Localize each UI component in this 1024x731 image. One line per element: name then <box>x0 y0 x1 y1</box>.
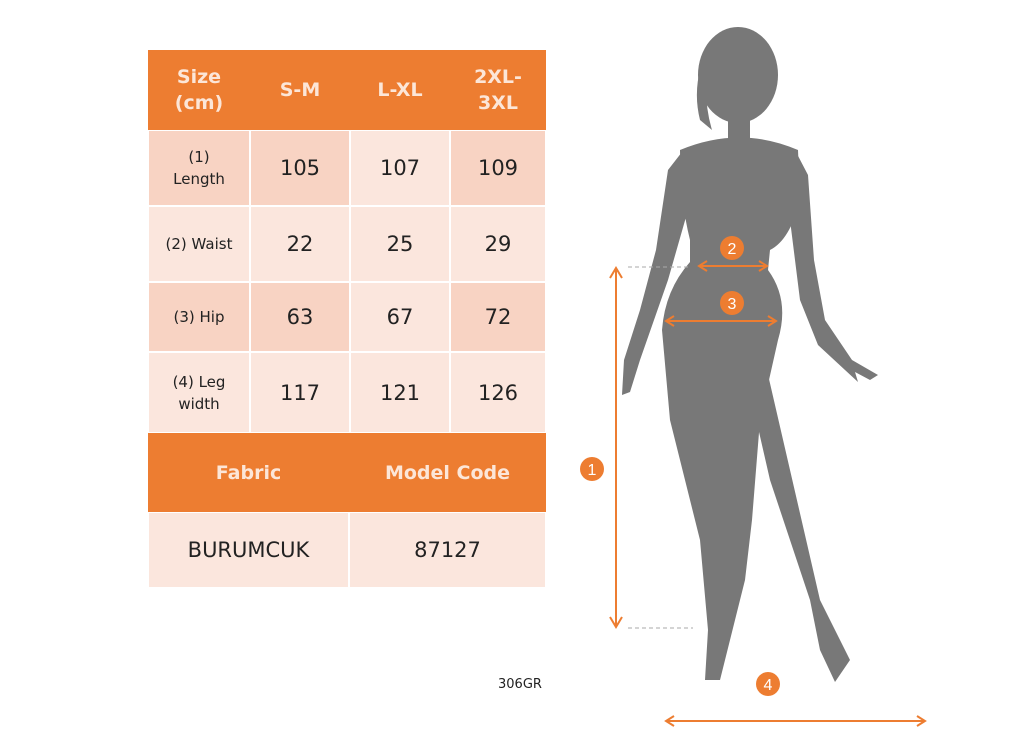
product-code: 306GR <box>498 677 542 692</box>
fabric-value: BURUMCUK <box>148 512 349 588</box>
value-cell-text: 126 <box>477 380 519 405</box>
row-label-text: (3) Hip <box>173 308 225 326</box>
row-label: (1) Length <box>148 130 250 206</box>
row-label: (3) Hip <box>148 282 250 352</box>
value-cell: 22 <box>250 206 350 282</box>
marker-3: 3 <box>728 296 737 313</box>
value-cell-text: 109 <box>477 156 519 180</box>
size-table: Size (cm) S-M L-XL 2XL- 3XL (1) Length 105 107… <box>148 50 546 588</box>
value-cell-text: 25 <box>386 232 414 256</box>
value-cell-text: 107 <box>379 156 421 180</box>
value-cell-text: 121 <box>379 380 421 405</box>
value-cell-text: 117 <box>279 380 321 405</box>
row-label: (2) Waist <box>148 206 250 282</box>
fabric-header: Fabric <box>148 433 349 512</box>
value-cell: 126 <box>450 352 546 433</box>
header-cell: S-M <box>250 50 350 130</box>
header-cell: 2XL- 3XL <box>450 50 546 130</box>
value-cell: 109 <box>450 130 546 206</box>
header-cell-text: L-XL <box>377 79 423 101</box>
marker-1: 1 <box>588 462 597 479</box>
model-code-header-text: Model Code <box>384 461 511 484</box>
value-cell: 29 <box>450 206 546 282</box>
row-label-text: (1) Length <box>173 148 225 188</box>
row-label-text: (2) Waist <box>165 235 233 253</box>
model-code-header: Model Code <box>349 433 546 512</box>
marker-4: 4 <box>764 677 773 694</box>
value-cell: 67 <box>350 282 450 352</box>
header-cell-text: 2XL- 3XL <box>474 66 522 114</box>
value-cell-text: 29 <box>484 232 512 256</box>
model-code-value: 87127 <box>349 512 546 588</box>
value-cell-text: 72 <box>484 305 512 329</box>
measure-arrows <box>609 260 927 727</box>
header-cell: Size (cm) <box>148 50 250 130</box>
header-cell-text: S-M <box>279 79 321 101</box>
value-cell-text: 63 <box>286 305 314 329</box>
value-cell: 63 <box>250 282 350 352</box>
value-cell: 117 <box>250 352 350 433</box>
value-cell-text: 22 <box>286 232 314 256</box>
woman-silhouette <box>622 27 878 682</box>
row-label-text: (4) Leg width <box>172 372 226 413</box>
marker-2: 2 <box>728 241 737 258</box>
value-cell-text: 67 <box>386 305 414 329</box>
header-cell-text: Size (cm) <box>174 66 224 114</box>
value-cell-text: 105 <box>279 156 321 180</box>
model-code-value-text: 87127 <box>414 538 481 562</box>
header-cell: L-XL <box>350 50 450 130</box>
value-cell: 105 <box>250 130 350 206</box>
marker-badges: 1 2 3 4 <box>580 236 780 696</box>
fabric-value-text: BURUMCUK <box>187 538 310 562</box>
value-cell: 25 <box>350 206 450 282</box>
value-cell: 72 <box>450 282 546 352</box>
fabric-header-text: Fabric <box>215 461 282 484</box>
row-label: (4) Leg width <box>148 352 250 433</box>
value-cell: 107 <box>350 130 450 206</box>
value-cell: 121 <box>350 352 450 433</box>
